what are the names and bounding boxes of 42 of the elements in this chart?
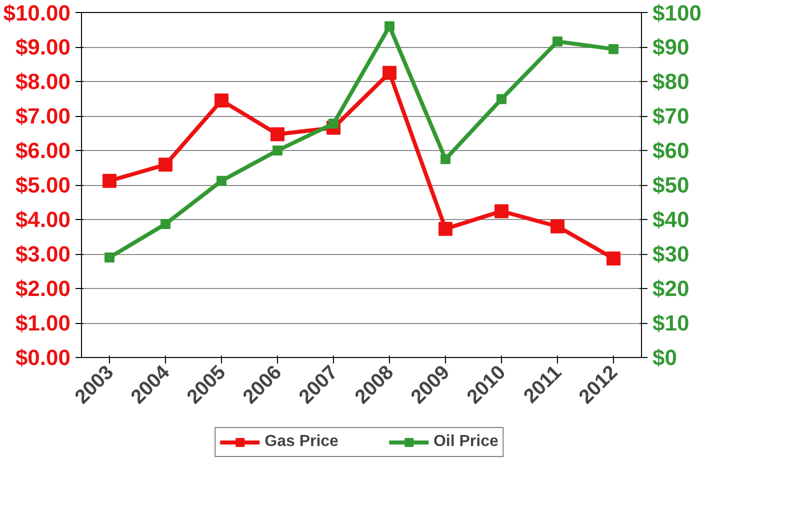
point: [608, 44, 618, 54]
y2-tick-label: $80: [652, 69, 690, 94]
y2-tick-label: $30: [652, 242, 690, 266]
legend-label: Gas Price: [264, 433, 338, 451]
y-tick-label: $2.00: [15, 276, 71, 301]
point: [494, 204, 508, 218]
legend-label: Oil Price: [433, 433, 498, 451]
y-tick-label: $9.00: [15, 34, 71, 60]
y2-tick-label: $70: [652, 104, 690, 128]
y-tick-label: $6.00: [15, 138, 71, 163]
point: [550, 219, 564, 234]
y-tick-label: $8.00: [15, 69, 71, 94]
point: [270, 127, 284, 142]
y2-tick-label: $100: [652, 0, 702, 26]
point: [214, 93, 228, 108]
point: [606, 251, 620, 266]
point: [438, 222, 452, 236]
y-tick-label: $1.00: [15, 310, 71, 336]
point: [104, 252, 114, 262]
y-tick-label: $4.00: [15, 207, 71, 232]
point: [102, 174, 116, 188]
y-tick-label: $10.00: [3, 0, 71, 26]
y-tick-label: $7.00: [15, 104, 71, 128]
point: [272, 146, 282, 156]
y2-tick-label: $90: [652, 34, 690, 60]
y-tick-label: $3.00: [15, 242, 71, 266]
y2-tick-label: $40: [652, 207, 690, 232]
y2-tick-label: $20: [652, 276, 690, 301]
point: [552, 36, 562, 46]
point: [382, 66, 396, 80]
y2-tick-label: $10: [652, 310, 690, 336]
y2-tick-label: $50: [652, 172, 690, 198]
y2-tick-label: $60: [652, 138, 690, 163]
point: [384, 21, 394, 32]
point: [440, 154, 450, 164]
point: [496, 94, 506, 104]
point: [158, 158, 172, 172]
y-tick-label: $5.00: [15, 172, 71, 198]
y2-tick-label: $0: [652, 345, 677, 370]
y-tick-label: $0.00: [15, 345, 71, 370]
point: [160, 218, 170, 229]
point: [216, 176, 226, 186]
